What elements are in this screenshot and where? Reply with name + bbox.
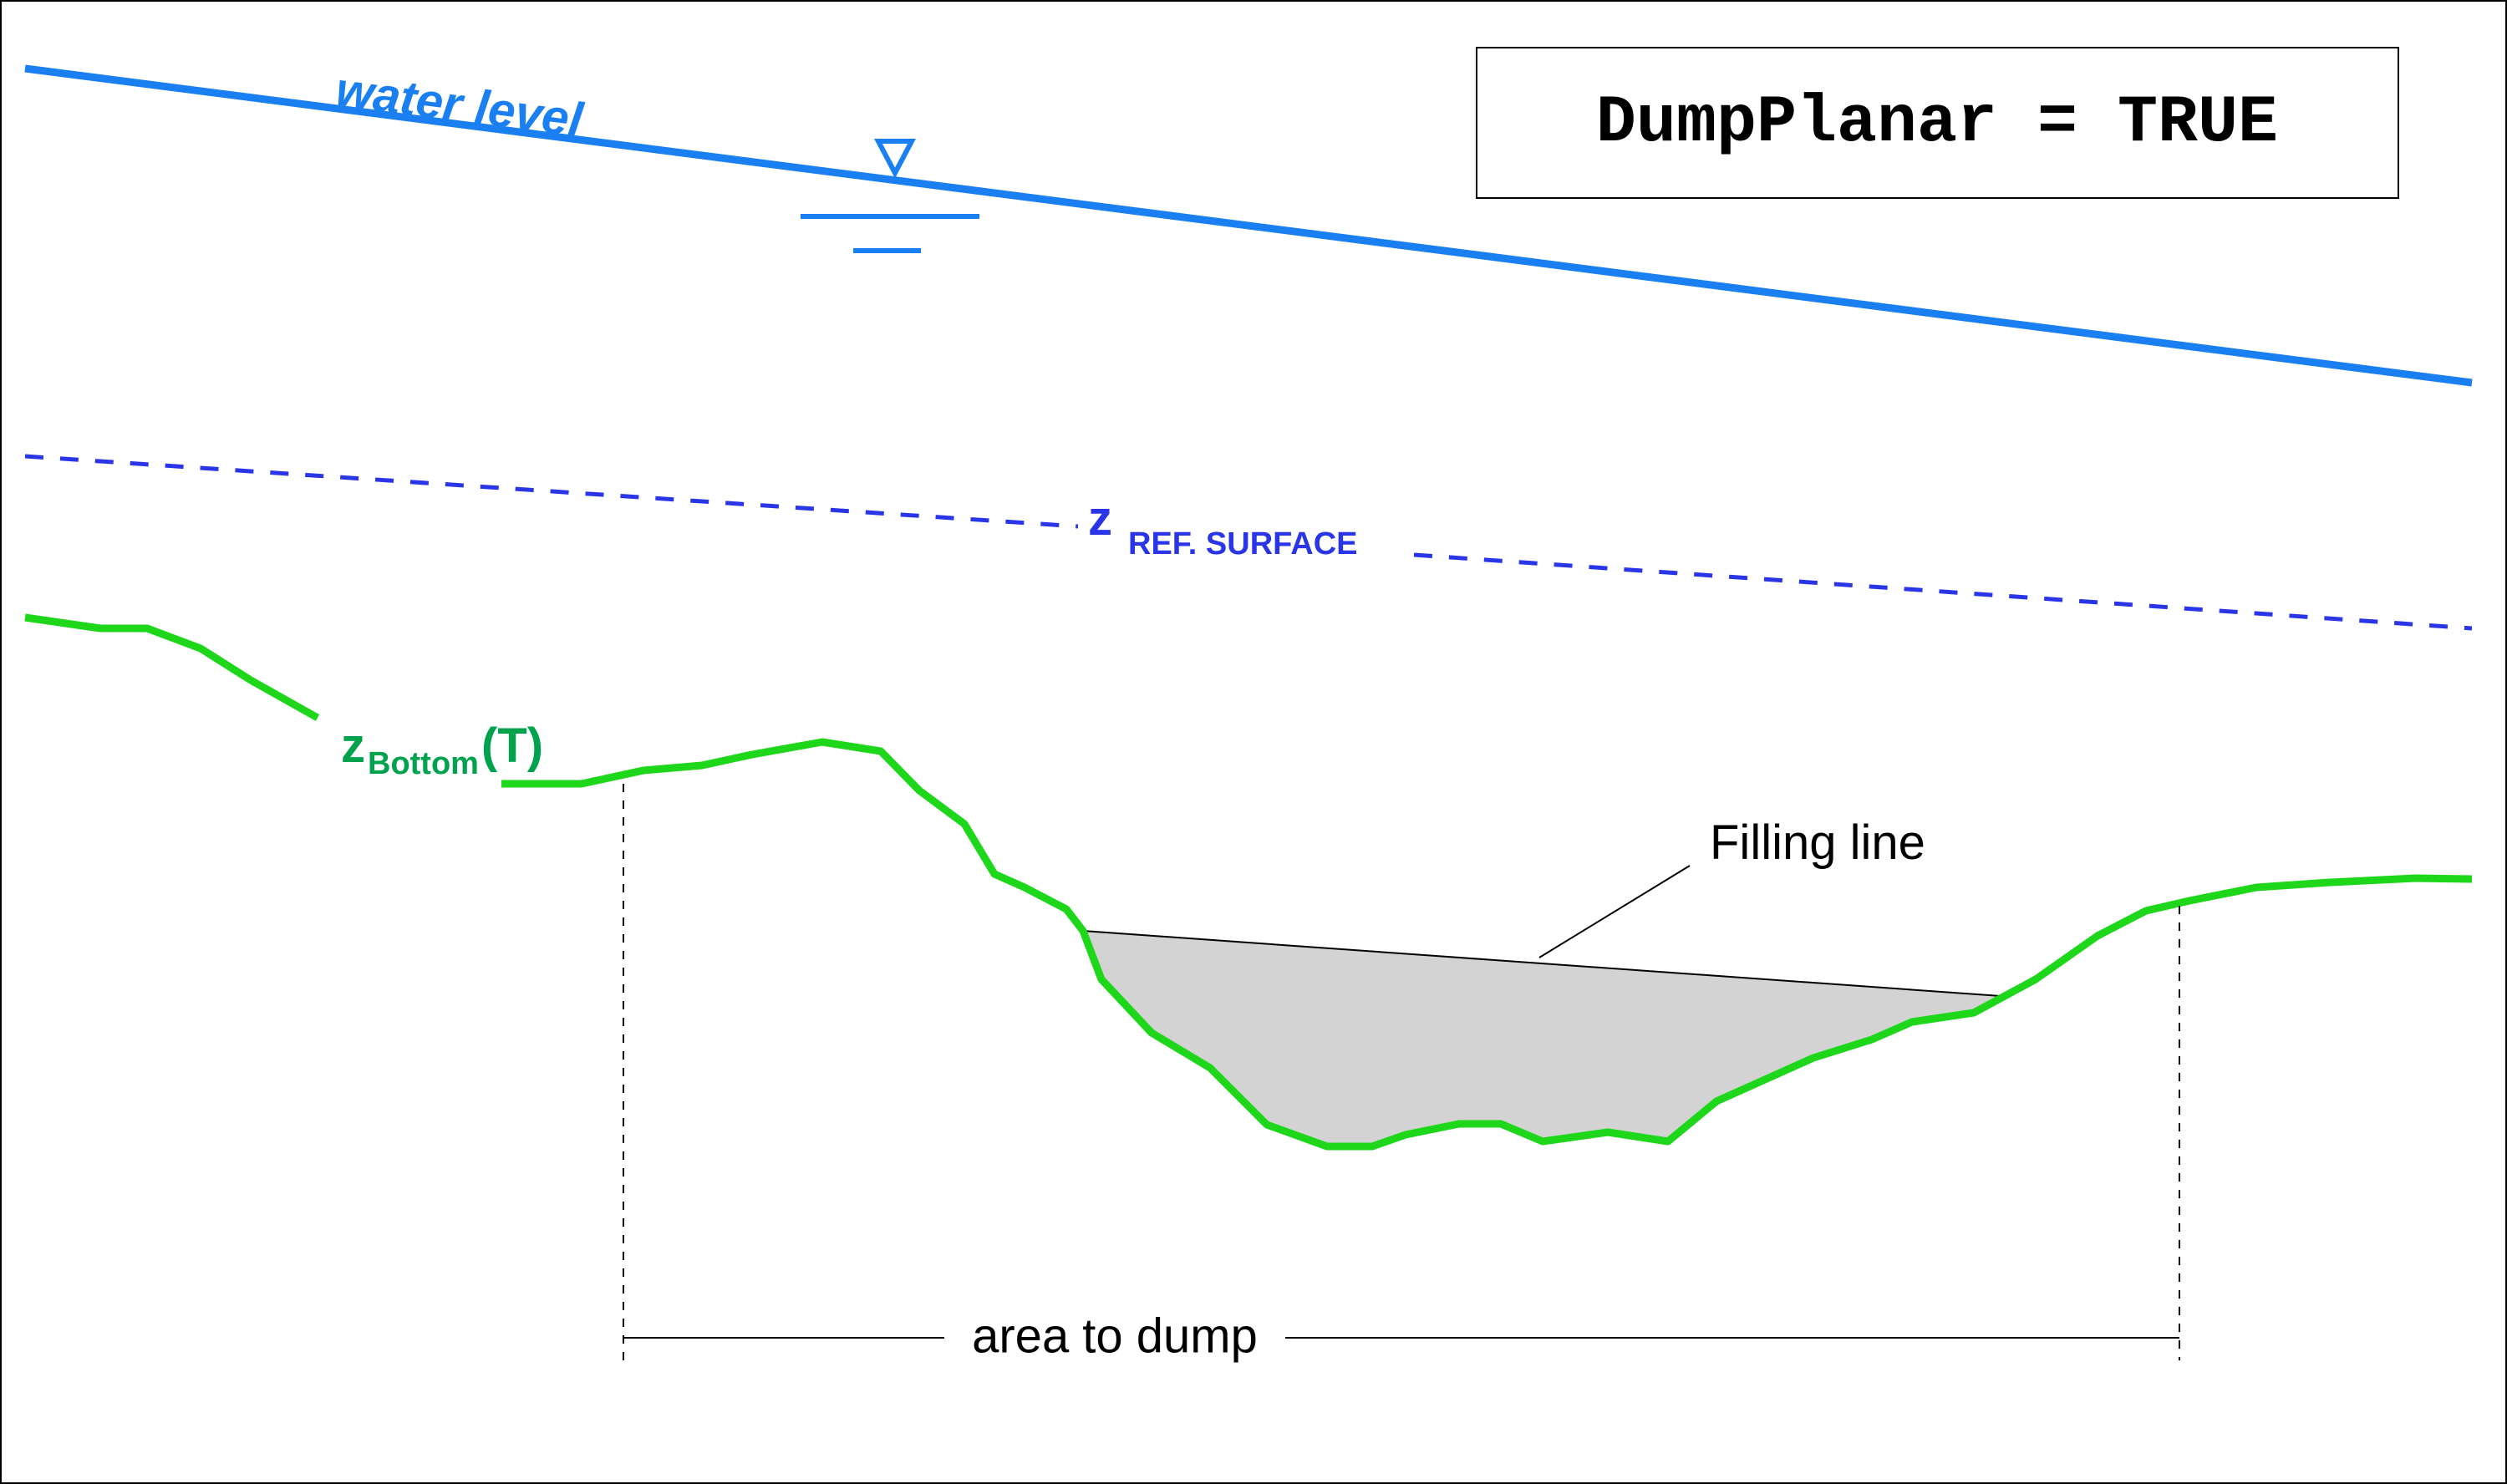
area-to-dump-label: area to dump [972, 1309, 1258, 1363]
bottom-profile-label: z Bottom (T) [341, 719, 543, 781]
bottom-profile-line-left [24, 613, 320, 721]
bottom-profile-suffix: (T) [481, 719, 543, 773]
reference-surface-line-right [1413, 552, 2473, 631]
bottom-profile: z Bottom (T) [24, 613, 2473, 1151]
reference-surface: z REF. SURFACE [24, 454, 2473, 631]
title-box: DumpPlanar = TRUE [1476, 47, 2399, 199]
filling-line-segment [1082, 930, 2001, 997]
reference-surface-label: z REF. SURFACE [1088, 491, 1357, 562]
title-box-border [1476, 47, 2399, 199]
filling-line-leader [1538, 865, 1691, 958]
filling-line-label: Filling line [1710, 816, 1925, 870]
title-text: DumpPlanar = TRUE [1596, 85, 2278, 161]
filling-area [1083, 931, 2001, 1146]
water-level-triangle [874, 139, 916, 179]
filling-line: Filling line [1082, 816, 2001, 997]
reference-surface-subscript: REF. SURFACE [1128, 526, 1357, 562]
bottom-profile-subscript: Bottom [368, 746, 479, 781]
bottom-profile-line-main [501, 738, 2473, 1151]
reference-surface-symbol: z [1088, 491, 1112, 546]
reference-surface-line-left [24, 454, 1079, 529]
bottom-profile-symbol: z [341, 719, 365, 773]
water-level-symbol-icon [801, 139, 979, 253]
area-to-dump-dimension: area to dump [623, 784, 2180, 1363]
water-level-line [24, 64, 2473, 387]
